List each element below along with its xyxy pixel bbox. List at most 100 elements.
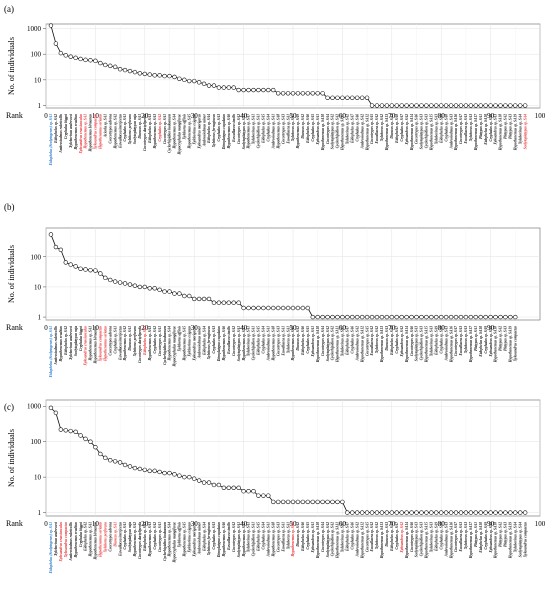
- data-point: [508, 314, 513, 320]
- species-label: Coccotrypes advena: [108, 326, 112, 356]
- species-label: Scolytoplatypus sp. SA1: [242, 114, 246, 149]
- data-point: [182, 474, 187, 480]
- species-label: Ambrosiodmus sp. SA2: [360, 114, 364, 150]
- data-point: [58, 427, 64, 432]
- data-point: [285, 305, 291, 311]
- species-label: Diuncus sp. SA3: [385, 326, 389, 352]
- species-label: Diuncus sp. SA2: [296, 522, 300, 548]
- species-label: Cryphalus sp. SA6: [350, 522, 354, 550]
- data-point: [330, 314, 335, 320]
- species-label: Cryphalus sp. SA9: [484, 326, 488, 354]
- data-point: [409, 314, 414, 320]
- data-point: [152, 73, 157, 78]
- species-label: Cryphalus sp. SA4: [262, 522, 266, 550]
- species-label: Hypothenemus seriatus: [103, 325, 107, 361]
- data-point: [73, 429, 78, 435]
- data-point: [503, 510, 508, 515]
- species-label: Platypus sp. SA2: [499, 522, 503, 547]
- species-label: Coccotrypes sp. SA1: [158, 522, 162, 552]
- data-point: [414, 103, 419, 108]
- data-point: [518, 103, 523, 108]
- y-tick-label: 10: [34, 474, 42, 482]
- data-point: [137, 466, 143, 472]
- data-point: [58, 247, 64, 253]
- species-label: Xylosandrus morigerus: [192, 325, 196, 361]
- data-point: [103, 62, 108, 68]
- y-tick-label: 100: [31, 253, 42, 261]
- x-tick-label: 50: [290, 112, 298, 120]
- species-label: Hypothenemus sp. SA18: [494, 326, 498, 363]
- species-label: Hypothenemus sp. SA2: [113, 114, 117, 150]
- species-label: Eidophelus (Scolytogenes) sp. SA1: [49, 326, 53, 379]
- data-point: [320, 314, 325, 320]
- x-tick-label: 0: [44, 324, 48, 332]
- data-point: [241, 305, 246, 311]
- species-label: Hypothenemus sp. SA14: [405, 522, 409, 559]
- species-label: Hypothenemus sp. SA6: [222, 326, 226, 362]
- species-label: Hypothenemus sp. SA7: [242, 522, 246, 558]
- species-label: Eidophelus sp. SA9: [434, 326, 438, 356]
- data-point: [271, 499, 276, 505]
- data-point: [98, 451, 103, 457]
- species-label: Xyleborinus sp. SA2: [341, 326, 345, 357]
- species-label: Euwallacea sp. SA2: [370, 522, 374, 553]
- species-label: Scolytoplatypus sp. SA4: [518, 522, 522, 557]
- data-point: [473, 103, 478, 108]
- data-point: [473, 314, 478, 320]
- data-point: [290, 305, 296, 311]
- data-point: [419, 103, 424, 108]
- species-label: Cryphalus sp. SA5: [306, 326, 310, 354]
- species-label: Eidophelus sp. SA10: [479, 326, 483, 358]
- species-label: Eidophelus sp. SA7: [346, 326, 350, 356]
- species-label: Xyleborus sp. SA1: [286, 522, 290, 550]
- species-label: Eidophelus sp. SA8: [390, 522, 394, 552]
- y-tick-label: 10: [34, 283, 42, 291]
- data-point: [290, 91, 296, 96]
- species-label: Platypus sp. SA2: [504, 114, 508, 139]
- x-tick-label: 60: [339, 324, 347, 332]
- species-label: Xylosandrus compactus: [514, 325, 518, 362]
- species-label: Xylosandrus morigerus: [197, 113, 201, 149]
- species-label: Hypothenemus sp. SA5: [187, 114, 191, 150]
- species-label: Scolytoplatypus raja: [133, 114, 137, 144]
- y-tick-label: 100: [31, 51, 42, 59]
- data-point: [182, 293, 187, 299]
- data-point: [350, 510, 355, 515]
- species-label: Coccotrypes sp. SA4: [326, 114, 330, 144]
- data-point: [359, 314, 365, 320]
- species-label: Diuncus sp. SA2: [296, 326, 300, 352]
- species-label: Xylosandrus crassiusculus: [59, 521, 63, 562]
- data-point: [379, 314, 385, 320]
- data-point: [463, 314, 469, 320]
- species-label: Hypothenemus sp. SA15: [425, 326, 429, 363]
- species-label: Scolytoplatypus raja: [128, 522, 132, 552]
- x-tick-label: 90: [487, 520, 495, 528]
- species-label: Scolytoplatypus sp. SA2: [326, 326, 330, 361]
- data-point: [310, 91, 315, 96]
- data-point: [201, 480, 207, 485]
- data-point: [478, 314, 483, 320]
- data-point: [453, 314, 459, 320]
- data-point: [350, 95, 355, 100]
- y-tick-label: 1000: [27, 25, 42, 33]
- species-label: Scolytoplatypus raja: [74, 326, 78, 356]
- species-label: Eidophelus sp. SA10: [484, 114, 488, 146]
- data-point: [48, 23, 54, 28]
- species-label: Hypothenemus eruditus: [59, 325, 63, 362]
- species-label: Hypothenemus seriatus: [99, 113, 103, 149]
- data-point: [498, 314, 503, 320]
- data-point: [315, 499, 320, 505]
- data-point: [108, 277, 113, 283]
- data-point: [275, 499, 281, 505]
- data-point: [216, 482, 222, 488]
- data-point: [503, 314, 508, 320]
- data-point: [518, 510, 523, 515]
- data-point: [280, 305, 286, 311]
- species-label: Diuncus sp. SA3: [390, 114, 394, 140]
- species-label: Hypothenemus sp. SA2: [133, 522, 137, 558]
- data-point: [290, 499, 296, 505]
- data-point: [364, 314, 370, 320]
- species-label: Hypothenemus sp. SA10: [316, 326, 320, 363]
- data-point: [399, 314, 404, 320]
- species-label: Cryphalus sp. SA4: [267, 114, 271, 142]
